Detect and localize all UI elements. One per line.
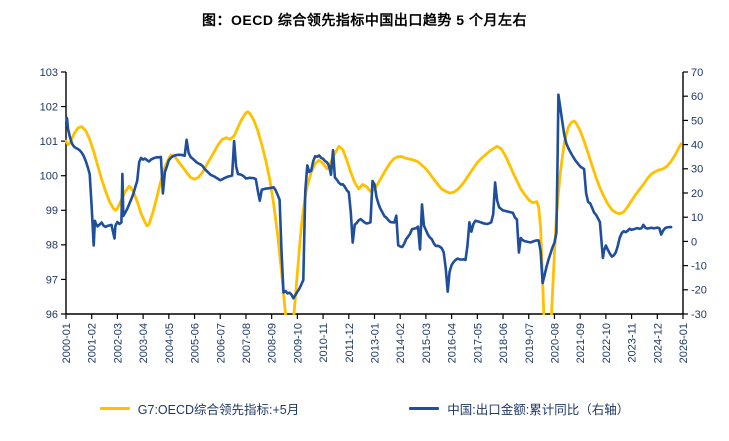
x-tick-label: 2011-12 — [344, 323, 356, 363]
series-g7-oecd-cli-line — [65, 110, 683, 315]
x-tick-label: 2022-10 — [601, 323, 613, 363]
x-tick-label: 2020-08 — [549, 323, 561, 363]
x-tick-label: 2005-06 — [190, 323, 202, 363]
y-left-tick-label: 97 — [46, 274, 58, 286]
x-tick-label: 2006-07 — [215, 323, 227, 363]
series-china-export-yoy-line — [65, 93, 673, 300]
y-left-tick-label: 100 — [40, 171, 58, 183]
y-left-tick-label: 99 — [46, 205, 58, 217]
x-tick-label: 2008-09 — [267, 323, 279, 363]
y-right-tick-label: -30 — [691, 309, 707, 321]
y-right-tick-label: -10 — [691, 260, 707, 272]
legend-item-china: 中国:出口金额:累计同比（右轴） — [409, 399, 629, 418]
x-tick-label: 2010-11 — [318, 323, 330, 363]
x-tick-label: 2000-01 — [61, 323, 73, 363]
x-tick-label: 2007-08 — [241, 323, 253, 363]
x-tick-label: 2009-10 — [292, 323, 304, 363]
y-right-tick-label: 10 — [691, 212, 703, 224]
y-left-tick-label: 101 — [40, 136, 58, 148]
legend-line-swatch-g7 — [99, 407, 130, 410]
y-left-tick-label: 98 — [46, 240, 58, 252]
x-tick-label: 2003-04 — [138, 323, 150, 363]
y-left-tick-label: 103 — [40, 67, 58, 79]
y-right-tick-label: 20 — [691, 188, 703, 200]
x-tick-label: 2002-03 — [112, 323, 124, 363]
x-tick-label: 2019-07 — [524, 323, 536, 363]
x-tick-label: 2015-03 — [421, 323, 433, 363]
legend: G7:OECD综合领先指标:+5月 中国:出口金额:累计同比（右轴） — [0, 399, 729, 418]
x-tick-label: 2023-11 — [627, 323, 639, 363]
legend-item-g7: G7:OECD综合领先指标:+5月 — [99, 399, 300, 418]
x-tick-label: 2014-02 — [395, 323, 407, 363]
x-tick-label: 2017-05 — [472, 323, 484, 363]
x-tick-label: 2018-06 — [498, 323, 510, 363]
legend-label-g7: G7:OECD综合领先指标:+5月 — [137, 403, 300, 417]
y-right-tick-label: 50 — [691, 115, 703, 127]
y-left-tick-label: 96 — [46, 309, 58, 321]
x-tick-label: 2001-02 — [87, 323, 99, 363]
x-tick-label: 2004-05 — [164, 323, 176, 363]
y-right-tick-label: 60 — [691, 91, 703, 103]
y-right-tick-label: 40 — [691, 139, 703, 151]
legend-label-china: 中国:出口金额:累计同比（右轴） — [447, 403, 630, 417]
y-right-tick-label: 30 — [691, 164, 703, 176]
x-tick-label: 2021-09 — [575, 323, 587, 363]
x-tick-label: 2024-12 — [652, 323, 664, 363]
y-right-tick-label: -20 — [691, 285, 707, 297]
y-left-tick-label: 102 — [40, 101, 58, 113]
x-tick-label: 2026-01 — [678, 323, 690, 363]
x-tick-label: 2013-01 — [370, 323, 382, 363]
legend-line-swatch-china — [409, 407, 440, 410]
y-right-tick-label: 0 — [691, 236, 697, 248]
chart-title: 图：OECD 综合领先指标中国出口趋势 5 个月左右 — [202, 12, 527, 28]
y-right-tick-label: 70 — [691, 67, 703, 79]
x-tick-label: 2016-04 — [447, 323, 459, 363]
